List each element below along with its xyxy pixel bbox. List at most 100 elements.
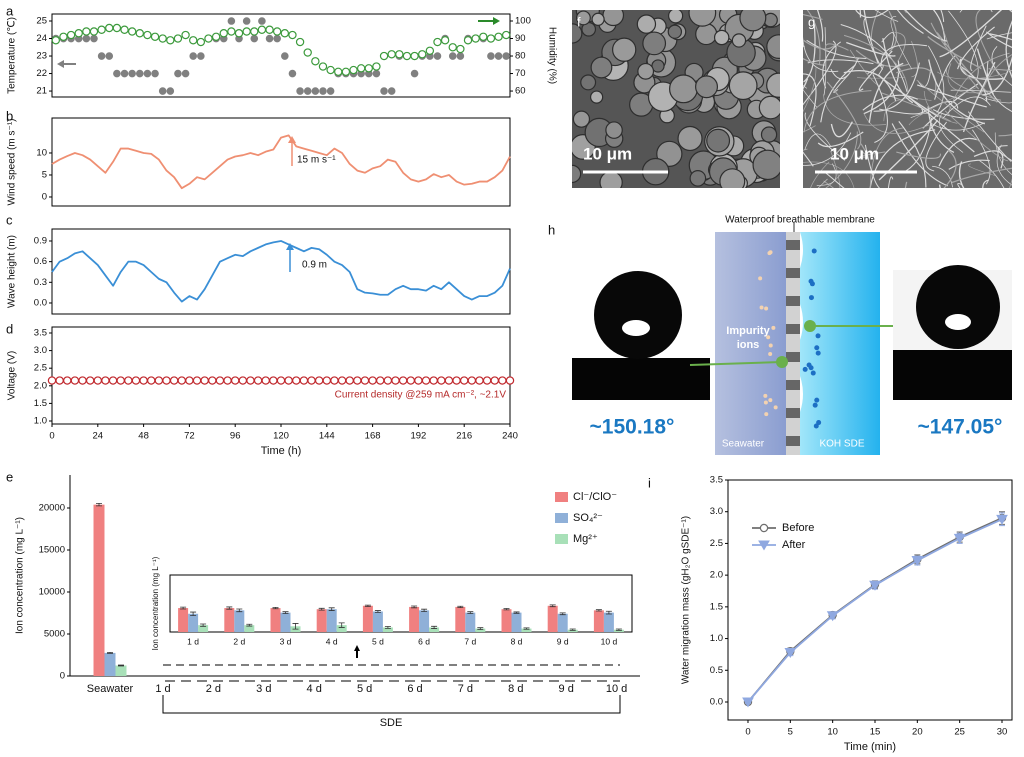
fiber	[862, 94, 919, 111]
data-point	[303, 87, 312, 95]
fiber	[881, 32, 895, 48]
data-point	[108, 376, 118, 385]
fiber	[938, 137, 978, 167]
data-point	[265, 25, 274, 34]
fiber	[816, 10, 824, 42]
y-tick-label: 20000	[39, 503, 65, 514]
data-point	[448, 43, 457, 52]
grain	[713, 29, 730, 46]
data-point	[116, 376, 125, 385]
x-tick-label: 0	[745, 727, 750, 738]
data-point	[410, 69, 419, 78]
data-point	[113, 69, 121, 78]
x-tick-label: Seawater	[87, 683, 134, 695]
fiber	[803, 78, 809, 90]
fiber	[932, 10, 946, 46]
data-point	[162, 376, 171, 385]
data-point	[51, 36, 61, 45]
fiber	[1011, 58, 1012, 59]
fiber	[1016, 167, 1024, 226]
grain	[677, 125, 703, 152]
fiber	[803, 39, 836, 50]
fiber	[872, 74, 888, 143]
fiber	[878, 74, 939, 118]
data-point	[281, 52, 289, 60]
fiber	[967, 111, 1012, 162]
pore	[786, 240, 800, 250]
fiber	[972, 129, 991, 185]
data-point	[211, 32, 221, 41]
contact-angle: ~150.18°	[590, 416, 675, 439]
bar	[316, 609, 327, 632]
water-molecule	[808, 295, 814, 301]
legend-label: After	[782, 539, 806, 551]
data-point	[288, 69, 297, 78]
plot-frame	[51, 326, 511, 425]
fiber	[869, 129, 936, 188]
data-point	[368, 376, 377, 385]
bar	[511, 612, 522, 632]
data-point	[112, 23, 122, 33]
fiber	[908, 87, 977, 126]
panel-label: i	[648, 475, 651, 490]
data-point	[280, 29, 290, 38]
fiber	[947, 63, 979, 94]
error-bar	[523, 627, 530, 630]
data-point	[97, 52, 106, 60]
x-tick-label: 24	[93, 431, 104, 442]
data-point	[318, 62, 328, 71]
data-point	[93, 376, 103, 385]
panel-label: c	[6, 212, 13, 227]
bar	[178, 608, 189, 632]
data-point	[276, 376, 286, 385]
error-bar	[236, 608, 243, 613]
fiber	[856, 76, 906, 79]
data-point	[70, 376, 80, 385]
data-point	[85, 376, 95, 385]
data-point	[66, 30, 76, 40]
data-point	[272, 27, 282, 36]
x-tick-label: 6 d	[407, 683, 422, 695]
grain	[766, 72, 780, 98]
data-point	[498, 376, 507, 385]
y-tick-label: 0.3	[34, 277, 47, 288]
data-point	[284, 376, 293, 385]
y-tick-label: 22	[36, 68, 47, 79]
membrane-diagram	[689, 222, 893, 455]
data-point	[82, 27, 91, 36]
fiber	[825, 43, 849, 52]
x-tick-label: 144	[319, 431, 335, 442]
fiber	[943, 149, 957, 188]
data-point	[296, 87, 304, 95]
x-tick-label: 48	[138, 431, 149, 442]
legend-swatch	[555, 492, 568, 502]
error-bar	[615, 628, 622, 631]
connector	[689, 361, 783, 366]
scale-bar-label: 10 μm	[830, 144, 879, 163]
data-point	[303, 48, 312, 57]
data-point	[177, 376, 186, 385]
data-point	[372, 62, 381, 71]
bar	[234, 610, 245, 632]
water-molecule	[812, 402, 818, 408]
data-point	[166, 87, 175, 95]
data-point	[105, 23, 114, 33]
x-tick-label: 7 d	[464, 636, 476, 646]
data-point	[55, 376, 64, 385]
data-point	[337, 376, 347, 385]
bar	[362, 605, 373, 632]
fiber	[810, 161, 830, 188]
fiber	[980, 54, 1012, 95]
membrane-pores	[786, 240, 800, 446]
data-point	[784, 648, 797, 659]
fiber	[803, 57, 826, 66]
plot-frame	[51, 13, 511, 98]
x-tick-label: 4 d	[326, 636, 338, 646]
data-point	[230, 376, 240, 385]
grain	[668, 10, 684, 24]
axis-arrow	[478, 17, 500, 25]
annotation: 15 m s⁻¹	[297, 155, 336, 166]
